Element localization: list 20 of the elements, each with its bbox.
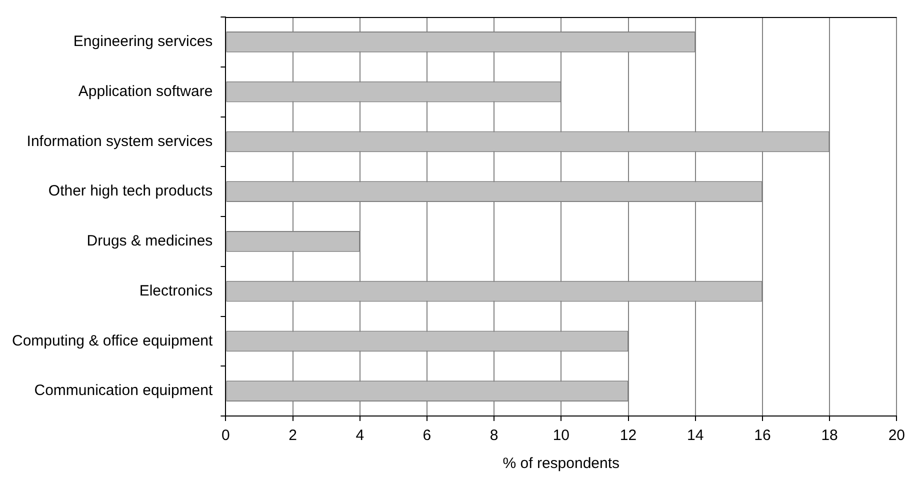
x-tick-label: 0 (222, 427, 230, 444)
x-tick-label: 10 (552, 427, 570, 444)
y-tick-label: Other high tech products (48, 182, 213, 200)
x-tick-label: 2 (288, 427, 297, 444)
x-tick-label: 4 (356, 427, 364, 444)
x-tick-label: 14 (687, 427, 704, 444)
y-tick-label: Communication equipment (34, 382, 214, 400)
x-tick-label: 18 (821, 427, 838, 444)
y-tick-label: Information system services (26, 132, 213, 150)
x-tick-label: 12 (620, 427, 637, 444)
x-tick-label: 8 (490, 427, 498, 444)
y-tick-label: Drugs & medicines (86, 232, 213, 250)
y-tick-label: Engineering services (73, 33, 213, 50)
y-tick-label: Electronics (139, 282, 213, 300)
x-tick-label: 16 (754, 427, 771, 444)
x-tick-label: 6 (422, 427, 432, 444)
y-tick-label: Computing & office equipment (12, 332, 214, 350)
x-axis-title: % of respondents (502, 455, 620, 472)
x-tick-label: 20 (888, 427, 905, 444)
y-tick-label: Application software (78, 82, 213, 100)
